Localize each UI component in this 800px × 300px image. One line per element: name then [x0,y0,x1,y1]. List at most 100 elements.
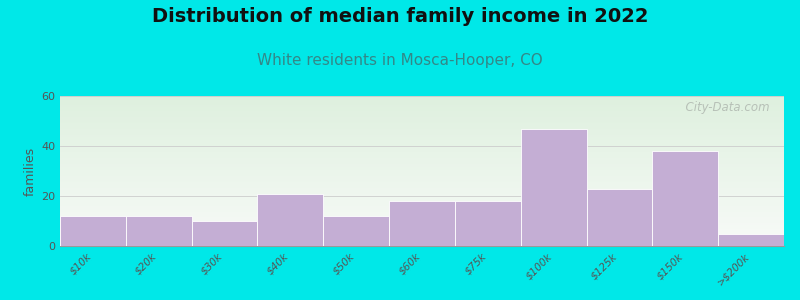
Bar [60,162,784,163]
Bar [60,241,784,242]
Bar [60,144,784,145]
Bar [60,213,784,214]
Bar [60,234,784,235]
Bar [60,205,784,206]
Bar [60,120,784,121]
Bar [60,233,784,234]
Bar [60,238,784,239]
Bar [60,100,784,101]
Bar [192,221,258,246]
Bar [60,157,784,158]
Bar [60,125,784,126]
Bar [60,103,784,104]
Bar [60,202,784,203]
Bar [60,181,784,182]
Bar [60,113,784,114]
Bar [586,188,652,246]
Bar [60,102,784,103]
Bar [60,185,784,186]
Bar [60,235,784,236]
Bar [389,201,455,246]
Bar [60,228,784,229]
Bar [60,117,784,118]
Bar [60,165,784,166]
Bar [60,107,784,108]
Bar [60,237,784,238]
Bar [60,147,784,148]
Bar [60,156,784,157]
Bar [60,148,784,149]
Bar [60,192,784,193]
Bar [60,116,784,117]
Bar [60,190,784,191]
Bar [60,128,784,129]
Text: City-Data.com: City-Data.com [678,100,770,113]
Bar [60,149,784,150]
Bar [60,160,784,161]
Bar [60,189,784,190]
Bar [60,215,784,216]
Bar [60,160,784,161]
Bar [60,198,784,199]
Bar [60,244,784,245]
Bar [60,139,784,140]
Bar [60,230,784,231]
Bar [60,242,784,243]
Bar [60,239,784,240]
Bar [60,100,784,101]
Bar [60,124,784,125]
Bar [60,166,784,167]
Bar [60,161,784,162]
Bar [60,203,784,204]
Bar [323,216,389,246]
Bar [60,123,784,124]
Bar [60,137,784,138]
Bar [60,150,784,151]
Bar [126,216,192,246]
Bar [60,141,784,142]
Bar [60,180,784,181]
Bar [60,169,784,170]
Bar [60,211,784,212]
Bar [60,195,784,196]
Bar [60,243,784,244]
Bar [60,219,784,220]
Bar [60,134,784,135]
Bar [60,159,784,160]
Bar [60,236,784,237]
Bar [60,122,784,123]
Bar [60,179,784,180]
Bar [60,220,784,221]
Bar [521,128,586,246]
Bar [60,214,784,215]
Bar [60,223,784,224]
Bar [60,171,784,172]
Bar [60,178,784,179]
Bar [60,187,784,188]
Bar [60,140,784,141]
Bar [60,118,784,119]
Bar [60,133,784,134]
Bar [718,233,784,246]
Bar [60,186,784,187]
Bar [60,245,784,246]
Bar [60,182,784,183]
Bar [60,138,784,139]
Bar [60,226,784,227]
Bar [60,108,784,109]
Bar [60,143,784,144]
Bar [60,119,784,120]
Bar [60,206,784,207]
Bar [60,154,784,155]
Bar [60,212,784,213]
Bar [60,105,784,106]
Bar [60,153,784,154]
Bar [60,232,784,233]
Bar [60,229,784,230]
Bar [60,99,784,100]
Bar [60,164,784,165]
Bar [60,112,784,113]
Bar [60,175,784,176]
Bar [60,104,784,105]
Bar [60,155,784,156]
